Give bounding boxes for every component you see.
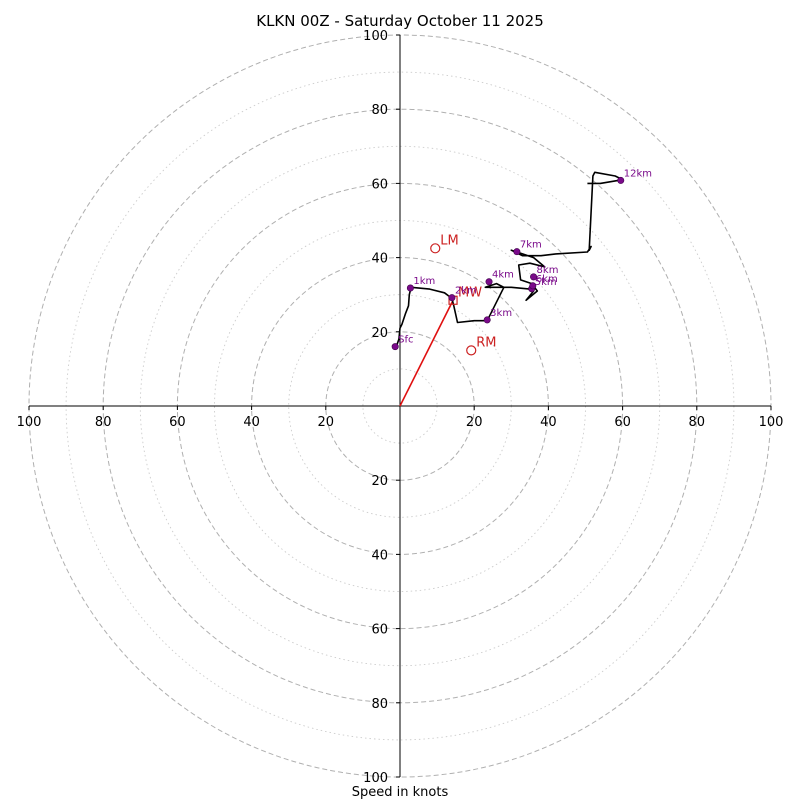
x-tick-label: 60 (614, 415, 631, 430)
height-label-2km: 2km (455, 286, 477, 297)
height-label-7km: 7km (520, 240, 542, 251)
y-tick-label: 40 (371, 548, 388, 563)
storm-motion-vector (399, 299, 454, 407)
height-label-12km: 12km (624, 168, 652, 179)
motion-label-mw: MW (458, 285, 482, 300)
height-label-1km: 1km (413, 276, 435, 287)
y-tick-label: 60 (371, 623, 388, 638)
y-tick-label: 60 (371, 177, 388, 192)
y-tick-label: 20 (371, 326, 388, 341)
height-label-8km: 8km (537, 265, 559, 276)
y-tick-label: 80 (371, 103, 388, 118)
height-label-sfc: Sfc (398, 335, 413, 346)
height-marker-sfc (391, 343, 399, 351)
y-tick-label: 40 (371, 252, 388, 267)
x-tick-label: 40 (243, 415, 260, 430)
y-tick-label: 100 (363, 29, 388, 44)
tick-labels: 100 80 60 40 20 20 40 60 80 100 100 80 60 40 20 20 40 60 8… (17, 29, 784, 786)
height-marker-12km (617, 176, 625, 184)
y-tick-label: 100 (363, 771, 388, 786)
motion-marker-rm (466, 345, 477, 356)
x-tick-label: 40 (540, 415, 557, 430)
height-marker-2km (448, 294, 456, 302)
x-tick-label: 80 (95, 415, 112, 430)
height-label-3km: 3km (490, 308, 512, 319)
x-tick-label: 20 (466, 415, 483, 430)
hodograph-trace (395, 171, 624, 347)
height-label-5km: 5km (535, 277, 557, 288)
motion-marker-lm (430, 243, 441, 254)
height-marker-6km (529, 282, 537, 290)
height-marker-8km (530, 273, 538, 281)
x-tick-label: 20 (318, 415, 335, 430)
height-marker-7km (513, 248, 521, 256)
motion-label-rm: RM (476, 335, 496, 350)
x-tick-label: 100 (759, 415, 784, 430)
motion-label-lm: LM (440, 233, 458, 248)
height-marker-4km (485, 278, 493, 286)
y-tick-label: 80 (371, 697, 388, 712)
height-label-6km: 6km (536, 274, 558, 285)
chart-title: KLKN 00Z - Saturday October 11 2025 (256, 12, 544, 30)
x-tick-label: 60 (169, 415, 186, 430)
height-marker-1km (406, 284, 414, 292)
x-tick-label: 80 (689, 415, 706, 430)
x-tick-label: 100 (17, 415, 42, 430)
height-marker-3km (483, 316, 491, 324)
x-axis-label: Speed in knots (352, 785, 449, 800)
y-tick-label: 20 (371, 474, 388, 489)
height-label-4km: 4km (492, 270, 514, 281)
